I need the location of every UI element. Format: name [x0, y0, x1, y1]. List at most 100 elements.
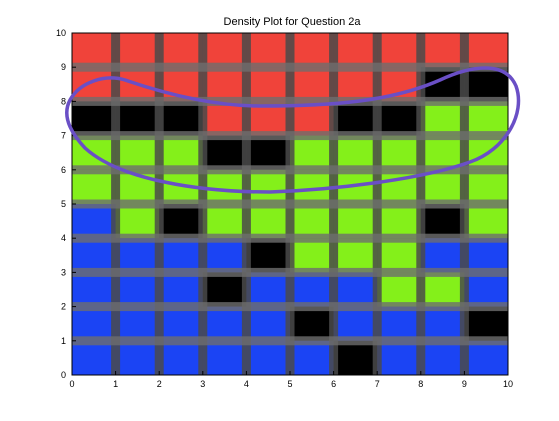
heatmap-cell: [246, 238, 290, 273]
heatmap-cell: [420, 340, 465, 375]
heatmap-cell: [377, 33, 421, 68]
heatmap-cell: [159, 238, 203, 273]
x-tick-label: 3: [200, 379, 205, 389]
heatmap-cell: [202, 101, 247, 136]
heatmap-cell: [159, 204, 203, 239]
heatmap-cell: [202, 135, 247, 170]
heatmap-cell: [464, 101, 508, 136]
heatmap-cell: [464, 306, 508, 341]
heatmap-cell: [202, 272, 247, 307]
heatmap-cell: [246, 204, 290, 239]
x-tick-label: 2: [157, 379, 162, 389]
heatmap-cell: [464, 67, 508, 102]
heatmap-cell: [333, 340, 378, 375]
heatmap-cell: [159, 340, 203, 375]
x-tick-label: 10: [503, 379, 513, 389]
heatmap-cell: [420, 272, 465, 307]
heatmap-cell: [72, 169, 116, 204]
grid-separators: [71, 32, 509, 376]
heatmap-cell: [202, 33, 247, 68]
heatmap-cell: [115, 33, 160, 68]
heatmap-cells: [72, 33, 508, 375]
x-tick-label: 6: [331, 379, 336, 389]
heatmap-cell: [159, 33, 203, 68]
heatmap-cell: [420, 101, 465, 136]
x-tick-label: 8: [418, 379, 423, 389]
x-tick-label: 5: [287, 379, 292, 389]
heatmap-cell: [464, 33, 508, 68]
heatmap-cell: [464, 238, 508, 273]
heatmap-cell: [246, 306, 290, 341]
y-tick-label: 1: [61, 336, 66, 346]
heatmap-cell: [333, 135, 378, 170]
y-tick-label: 10: [56, 28, 66, 38]
heatmap-cell: [159, 101, 203, 136]
heatmap-cell: [464, 272, 508, 307]
heatmap-cell: [290, 306, 334, 341]
heatmap-cell: [202, 306, 247, 341]
heatmap-cell: [115, 238, 160, 273]
horizontal-separator: [72, 199, 508, 209]
axis-ticks: 0 1 2 3 4 5 6 7 8 9 10 0 1 2 3 4 5 6 7 8 9 10: [56, 28, 513, 389]
heatmap-cell: [333, 204, 378, 239]
heatmap-cell: [115, 204, 160, 239]
heatmap-cell: [290, 67, 334, 102]
heatmap-cell: [202, 67, 247, 102]
horizontal-separator: [72, 62, 508, 72]
heatmap-cell: [377, 306, 421, 341]
heatmap-cell: [202, 204, 247, 239]
heatmap-cell: [420, 306, 465, 341]
heatmap-cell: [115, 101, 160, 136]
horizontal-separator: [72, 96, 508, 106]
horizontal-separator: [72, 336, 508, 346]
heatmap-cell: [377, 238, 421, 273]
y-tick-label: 4: [61, 233, 66, 243]
heatmap-cell: [115, 272, 160, 307]
y-tick-label: 5: [61, 199, 66, 209]
heatmap-cell: [115, 306, 160, 341]
horizontal-separator: [72, 302, 508, 312]
heatmap-cell: [159, 306, 203, 341]
heatmap-cell: [290, 33, 334, 68]
heatmap-cell: [246, 67, 290, 102]
heatmap-cell: [246, 340, 290, 375]
heatmap-cell: [115, 340, 160, 375]
x-tick-label: 0: [69, 379, 74, 389]
heatmap-cell: [464, 169, 508, 204]
heatmap-cell: [377, 135, 421, 170]
heatmap-cell: [246, 135, 290, 170]
heatmap-cell: [115, 135, 160, 170]
y-tick-label: 0: [61, 370, 66, 380]
heatmap-cell: [290, 135, 334, 170]
heatmap-cell: [290, 272, 334, 307]
heatmap-cell: [420, 169, 465, 204]
heatmap-cell: [377, 204, 421, 239]
heatmap-cell: [290, 238, 334, 273]
chart-title: Density Plot for Question 2a: [224, 16, 362, 28]
heatmap-cell: [420, 33, 465, 68]
horizontal-separator: [72, 267, 508, 277]
x-tick-label: 1: [113, 379, 118, 389]
x-tick-label: 7: [375, 379, 380, 389]
heatmap-cell: [333, 272, 378, 307]
heatmap-cell: [72, 101, 116, 136]
heatmap-cell: [464, 204, 508, 239]
heatmap-cell: [72, 306, 116, 341]
horizontal-separator: [72, 233, 508, 243]
horizontal-separator: [72, 165, 508, 175]
horizontal-separator: [72, 131, 508, 141]
heatmap-cell: [290, 204, 334, 239]
heatmap-cell: [420, 135, 465, 170]
y-tick-label: 2: [61, 302, 66, 312]
heatmap-cell: [246, 169, 290, 204]
heatmap-cell: [333, 101, 378, 136]
heatmap-cell: [72, 340, 116, 375]
heatmap-cell: [377, 340, 421, 375]
heatmap-cell: [72, 67, 116, 102]
y-tick-label: 8: [61, 96, 66, 106]
heatmap-cell: [246, 272, 290, 307]
heatmap-cell: [333, 67, 378, 102]
heatmap-cell: [202, 238, 247, 273]
heatmap-cell: [420, 204, 465, 239]
